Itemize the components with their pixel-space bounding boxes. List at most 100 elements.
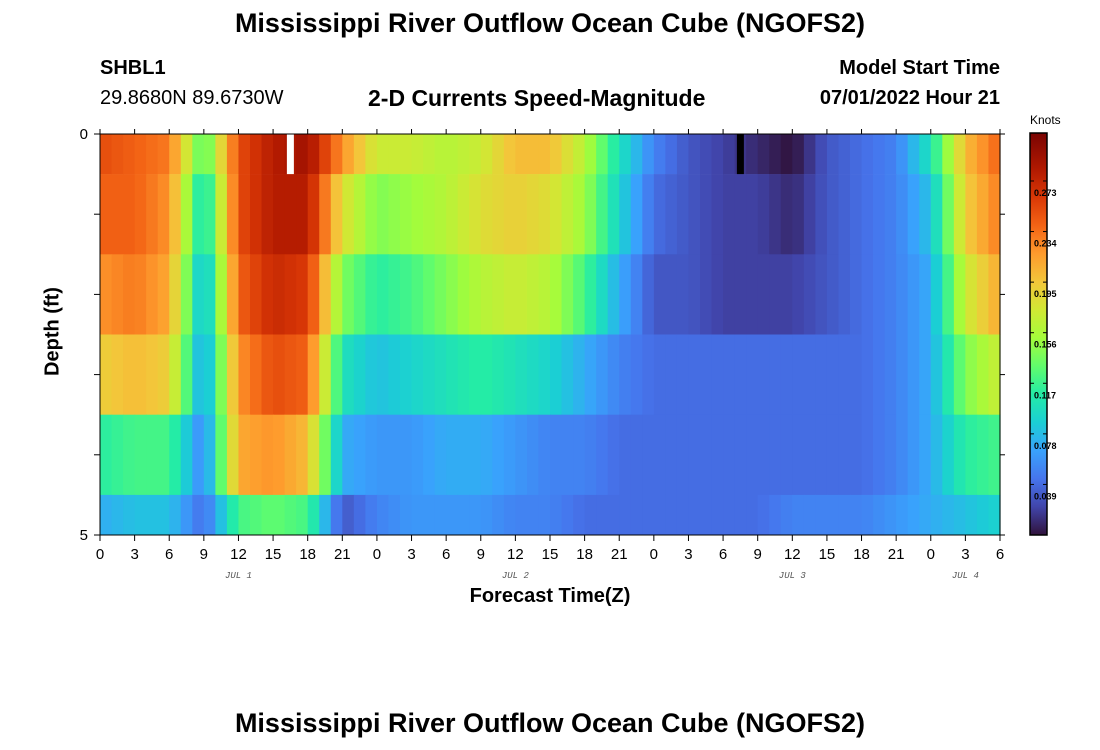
heatmap-cell xyxy=(457,494,470,536)
heatmap-cell xyxy=(746,334,759,415)
heatmap-cell xyxy=(169,414,182,496)
heatmap-cell xyxy=(146,334,159,415)
heatmap-cell xyxy=(907,254,920,335)
x-tick-label: 6 xyxy=(719,546,727,563)
heatmap-cell xyxy=(411,494,424,536)
heatmap-cell xyxy=(561,414,574,496)
heatmap-cell xyxy=(353,134,366,175)
heatmap-cell xyxy=(146,494,159,536)
heatmap-cell xyxy=(203,254,216,335)
heatmap-cell xyxy=(376,494,390,536)
chart-title: Mississippi River Outflow Ocean Cube (NG… xyxy=(234,8,866,38)
heatmap-cell xyxy=(319,334,332,415)
heatmap-cell xyxy=(676,414,690,496)
heatmap-cell xyxy=(319,134,332,175)
heatmap-cell xyxy=(169,254,182,335)
x-tick-label: 15 xyxy=(542,546,559,563)
heatmap-cell xyxy=(423,134,436,175)
heatmap-cell xyxy=(123,414,136,496)
heatmap-cell xyxy=(769,494,782,536)
heatmap-cell xyxy=(550,414,563,496)
heatmap-cell xyxy=(884,174,897,255)
heatmap-cell xyxy=(976,414,990,496)
heatmap-cell xyxy=(192,334,205,415)
heatmap-cell xyxy=(607,414,620,496)
x-tick-label: 21 xyxy=(334,546,351,563)
heatmap-cell xyxy=(215,254,228,335)
heatmap-cell xyxy=(342,494,355,536)
heatmap-cell xyxy=(584,174,597,255)
heatmap-cell xyxy=(607,134,620,175)
heatmap-cell xyxy=(503,494,516,536)
heatmap-cell xyxy=(653,134,666,175)
heatmap-cell xyxy=(226,134,240,175)
heatmap-cell xyxy=(711,334,724,415)
heatmap-cell xyxy=(296,254,309,335)
heatmap-cell xyxy=(607,254,620,335)
heatmap-cell xyxy=(907,334,920,415)
heatmap-cell xyxy=(226,414,240,496)
heatmap-cell xyxy=(515,134,528,175)
heatmap-cells xyxy=(100,134,1001,536)
heatmap-cell xyxy=(780,134,793,175)
heatmap-cell xyxy=(942,134,955,175)
heatmap-cell xyxy=(180,134,193,175)
heatmap-cell xyxy=(596,414,609,496)
heatmap-cell xyxy=(446,134,459,175)
heatmap-cell xyxy=(630,414,643,496)
heatmap-cell xyxy=(388,414,401,496)
heatmap-cell xyxy=(550,334,563,415)
heatmap-cell xyxy=(180,174,193,255)
heatmap-cell xyxy=(919,174,932,255)
colorbar-tick-label: 0.039 xyxy=(1034,491,1057,501)
heatmap-cell xyxy=(226,334,240,415)
heatmap-cell xyxy=(492,494,505,536)
colorbar-tick-label: 0.156 xyxy=(1034,340,1057,350)
heatmap-cell xyxy=(723,254,736,335)
heatmap-cell xyxy=(746,414,759,496)
heatmap-cell xyxy=(307,254,320,335)
heatmap-cell xyxy=(873,414,886,496)
heatmap-cell xyxy=(942,334,955,415)
heatmap-cell xyxy=(480,414,493,496)
heatmap-cell xyxy=(469,334,482,415)
heatmap-cell xyxy=(734,254,747,335)
heatmap-cell xyxy=(734,414,747,496)
heatmap-cell xyxy=(803,494,816,536)
heatmap-cell xyxy=(146,414,159,496)
heatmap-cell xyxy=(423,494,436,536)
heatmap-cell xyxy=(965,174,978,255)
x-tick-label: 9 xyxy=(754,546,762,563)
x-tick-label: 6 xyxy=(165,546,173,563)
heatmap-cell xyxy=(353,414,366,496)
heatmap-cell xyxy=(919,414,932,496)
heatmap-cell xyxy=(746,494,759,536)
heatmap-cell xyxy=(700,414,713,496)
heatmap-cell xyxy=(400,254,413,335)
extreme-value-cell xyxy=(736,134,744,175)
heatmap-cell xyxy=(988,494,1001,536)
heatmap-cell xyxy=(723,134,736,175)
heatmap-cell xyxy=(688,494,701,536)
heatmap-cell xyxy=(561,254,574,335)
heatmap-cell xyxy=(815,174,828,255)
heatmap-cell xyxy=(792,254,805,335)
x-tick-label: 6 xyxy=(996,546,1004,563)
heatmap-cell xyxy=(284,494,297,536)
heatmap-cell xyxy=(226,494,240,536)
heatmap-cell xyxy=(630,334,643,415)
heatmap-cell xyxy=(688,174,701,255)
heatmap-cell xyxy=(711,254,724,335)
heatmap-cell xyxy=(250,254,263,335)
heatmap-cell xyxy=(930,494,943,536)
heatmap-cell xyxy=(965,414,978,496)
heatmap-cell xyxy=(157,494,170,536)
heatmap-cell xyxy=(826,414,840,496)
x-tick-label: 18 xyxy=(576,546,593,563)
heatmap-cell xyxy=(688,254,701,335)
heatmap-cell xyxy=(180,494,193,536)
heatmap-cell xyxy=(561,334,574,415)
heatmap-cell xyxy=(411,254,424,335)
heatmap-cell xyxy=(792,414,805,496)
heatmap-cell xyxy=(780,414,793,496)
